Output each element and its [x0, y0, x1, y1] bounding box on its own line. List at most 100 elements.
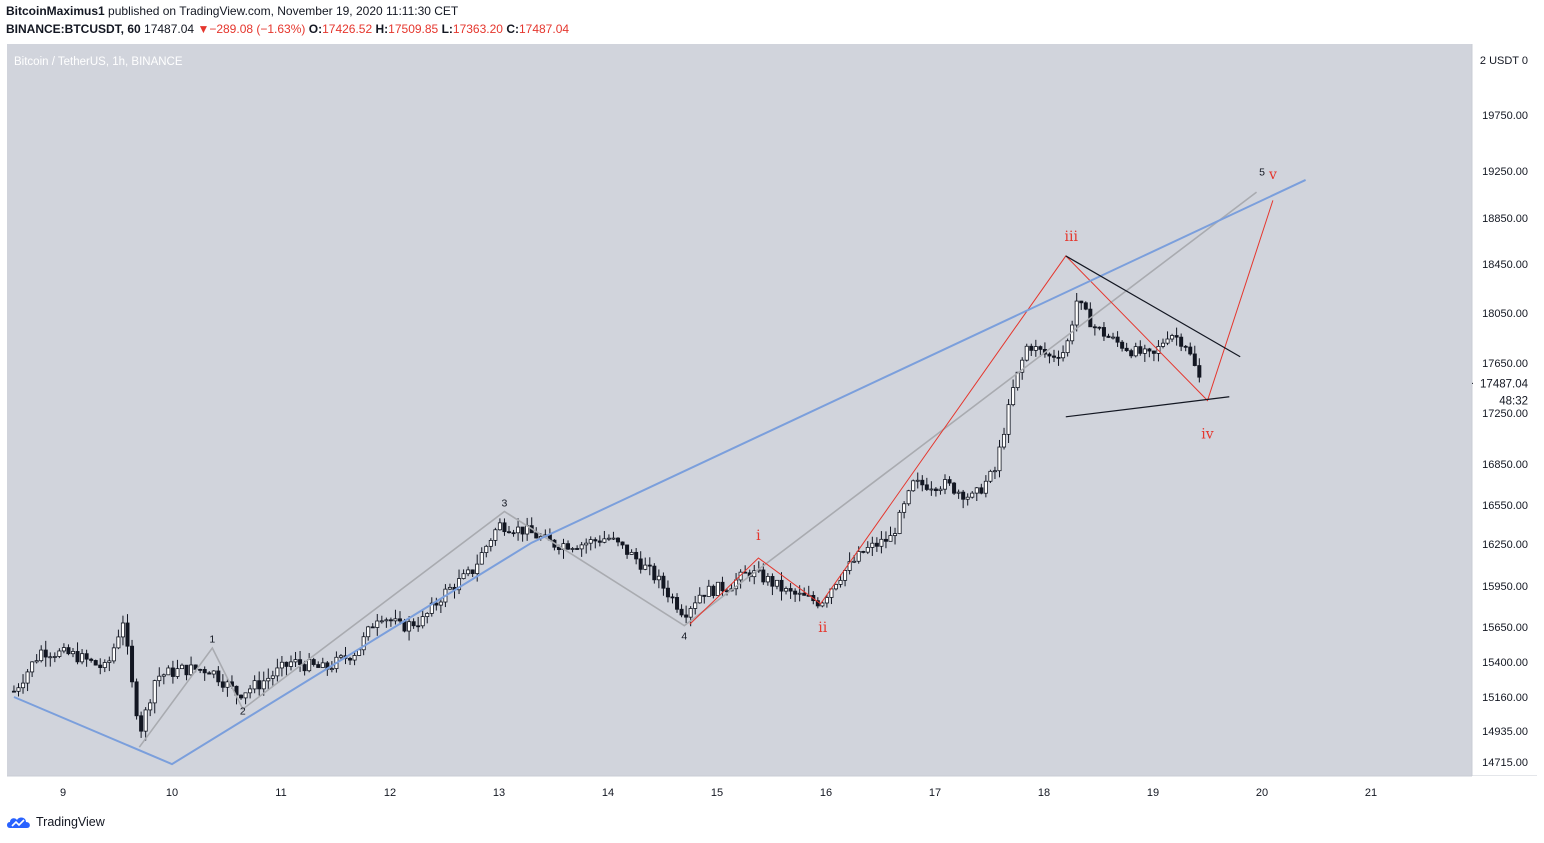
candle-body	[520, 526, 525, 535]
candle-body	[338, 655, 343, 658]
candle-body	[706, 585, 711, 597]
candle-body	[248, 688, 253, 694]
publish-info: published on TradingView.com, November 1…	[108, 4, 459, 18]
candle-body	[1179, 336, 1184, 347]
candle-body	[179, 664, 184, 670]
candle-body	[1106, 335, 1111, 338]
candle-body	[697, 594, 702, 604]
candle-body	[466, 569, 471, 575]
candle-body	[279, 661, 284, 669]
y-tick-label: 15650.00	[1482, 622, 1528, 634]
candle-body	[634, 551, 639, 560]
candle-body	[656, 575, 661, 581]
y-tick-label: 18850.00	[1482, 213, 1528, 225]
candle-body	[43, 649, 48, 658]
candle-body	[797, 592, 802, 595]
time-axis[interactable]	[7, 776, 1472, 805]
candle-body	[1101, 327, 1106, 337]
candle-body	[1142, 348, 1147, 354]
candle-body	[1079, 300, 1084, 304]
candle-body	[1147, 348, 1152, 352]
candle-body	[883, 538, 888, 542]
candle-body	[629, 551, 634, 555]
candle-body	[157, 675, 162, 682]
candle-body	[983, 480, 988, 494]
y-tick-label: 19250.00	[1482, 166, 1528, 178]
candle-body	[847, 561, 852, 571]
candle-body	[311, 659, 316, 665]
candle-body	[638, 558, 643, 570]
candle-body	[393, 618, 398, 622]
candle-body	[57, 650, 62, 657]
change-arrow-icon: ▼	[197, 22, 210, 36]
candle-body	[988, 470, 993, 482]
x-axis-ticks: 9 10 11 12 13 14 15 16 17 18 19 20 21	[60, 787, 1377, 799]
low-value: 17363.20	[452, 22, 503, 36]
candle-body	[139, 715, 144, 732]
x-tick-label: 16	[820, 787, 832, 799]
candle-body	[243, 692, 248, 699]
candle-body	[1160, 342, 1165, 347]
candles	[11, 292, 1202, 741]
candle-body	[556, 546, 561, 550]
candle-body	[316, 664, 321, 668]
candle-body	[874, 542, 879, 547]
candle-body	[838, 579, 843, 585]
candle-body	[161, 674, 166, 677]
candle-body	[952, 482, 957, 494]
y-tick-label: 18050.00	[1482, 308, 1528, 320]
candle-body	[407, 621, 412, 632]
candle-body	[570, 548, 575, 550]
candle-body	[1192, 353, 1197, 366]
candle-body	[956, 491, 961, 494]
high-label: H:	[375, 22, 389, 36]
symbol-label: BINANCE:BTCUSDT, 60	[6, 22, 141, 36]
candle-body	[911, 480, 916, 492]
candle-body	[388, 619, 393, 622]
candle-body	[870, 542, 875, 548]
candle-body	[261, 680, 266, 690]
candle-body	[970, 492, 975, 498]
sub-wave-label: iii	[1065, 229, 1079, 245]
candle-body	[615, 537, 620, 543]
candle-body	[1111, 336, 1116, 339]
candle-body	[1183, 345, 1188, 348]
plot-background[interactable]	[7, 44, 1472, 776]
candle-body	[475, 563, 480, 574]
y-axis-ticks: 19750.00 19250.00 18850.00 18450.00 18050.00…	[1482, 110, 1528, 769]
candle-body	[1011, 387, 1016, 406]
candle-body	[1038, 346, 1043, 350]
primary-wave-label: 2	[240, 705, 246, 717]
candle-body	[779, 579, 784, 592]
candle-body	[575, 548, 580, 550]
candle-body	[211, 670, 216, 675]
pane-title: Bitcoin / TetherUS, 1h, BINANCE	[14, 56, 183, 68]
candle-body	[170, 667, 175, 677]
candle-body	[647, 564, 652, 567]
primary-wave-label: 3	[502, 497, 508, 509]
candle-body	[302, 664, 307, 672]
candle-body	[48, 656, 53, 659]
tradingview-logo[interactable]: TradingView	[6, 815, 105, 829]
triangle-upper-line	[1065, 255, 1241, 358]
candle-body	[856, 551, 861, 562]
candle-body	[720, 581, 725, 592]
candle-body	[329, 668, 334, 670]
candle-body	[1197, 365, 1202, 378]
ohlc-line: BINANCE:BTCUSDT, 60 17487.04 ▼−289.08 (−…	[6, 22, 569, 36]
author-name[interactable]: BitcoinMaximus1	[6, 4, 105, 18]
candle-body	[593, 539, 598, 542]
candle-body	[965, 496, 970, 500]
y-tick-label: 14715.00	[1482, 757, 1528, 769]
candle-body	[21, 682, 26, 689]
candle-body	[625, 544, 630, 555]
candle-body	[479, 552, 484, 565]
y-tick-label: 17650.00	[1482, 358, 1528, 370]
candle-body	[461, 573, 466, 580]
x-tick-label: 18	[1038, 787, 1050, 799]
price-axis[interactable]	[1472, 44, 1537, 776]
candle-body	[1124, 347, 1129, 352]
candle-body	[288, 661, 293, 667]
